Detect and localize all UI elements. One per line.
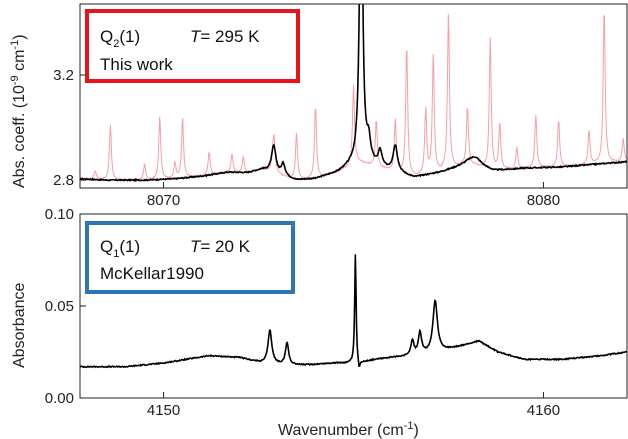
bottom-spectrum-panel: 0.00 0.05 0.10 4150 4160 Absorbance Wavenum… (11, 206, 628, 439)
top-legend-box: Q2(1) T= 295 K This work (85, 9, 300, 83)
top-y-axis-title: Abs. coeff. (10-9 cm-1) (9, 34, 28, 188)
top-legend-source: This work (100, 55, 173, 74)
bottom-legend-transition: Q1(1) (100, 237, 140, 260)
bottom-y-ticks: 0.00 0.05 0.10 (45, 206, 86, 407)
bottom-y-tick-label: 0.05 (45, 298, 74, 315)
bottom-legend-source: McKellar1990 (100, 264, 204, 283)
top-x-ticks: 8070 8080 (147, 182, 560, 209)
bottom-x-tick-label: 4160 (527, 402, 560, 419)
bottom-x-tick-label: 4150 (147, 402, 180, 419)
top-legend-transition: Q2(1) (100, 27, 140, 50)
bottom-legend-frame (85, 221, 295, 294)
top-y-tick-label: 2.8 (53, 172, 74, 189)
top-x-tick-label: 8070 (147, 192, 180, 209)
top-legend-temperature: T= 295 K (190, 27, 260, 46)
top-reference-spectrum-line (80, 13, 627, 181)
top-y-ticks: 2.8 3.2 (53, 67, 86, 189)
top-x-tick-label: 8080 (527, 192, 560, 209)
top-plot-area (80, 4, 627, 183)
top-y-tick-label: 3.2 (53, 67, 74, 84)
bottom-legend-temperature: T= 20 K (190, 237, 251, 256)
top-main-spectrum-line (80, 4, 627, 183)
bottom-x-axis-title: Wavenumber (cm-1) (278, 420, 419, 439)
bottom-plot-area (80, 254, 627, 369)
bottom-y-tick-label: 0.00 (45, 390, 74, 407)
bottom-y-axis-title: Absorbance (11, 283, 28, 368)
bottom-y-tick-label: 0.10 (45, 206, 74, 223)
top-legend-frame (85, 9, 300, 83)
bottom-x-ticks: 4150 4160 (147, 392, 560, 419)
top-plot-frame (79, 3, 628, 189)
bottom-main-spectrum-line (80, 254, 627, 369)
bottom-legend-box: Q1(1) T= 20 K McKellar1990 (85, 221, 295, 294)
top-spectrum-panel: 2.83.2 8070 8080 Abs. coeff. (10-9 cm-1) … (9, 3, 628, 209)
